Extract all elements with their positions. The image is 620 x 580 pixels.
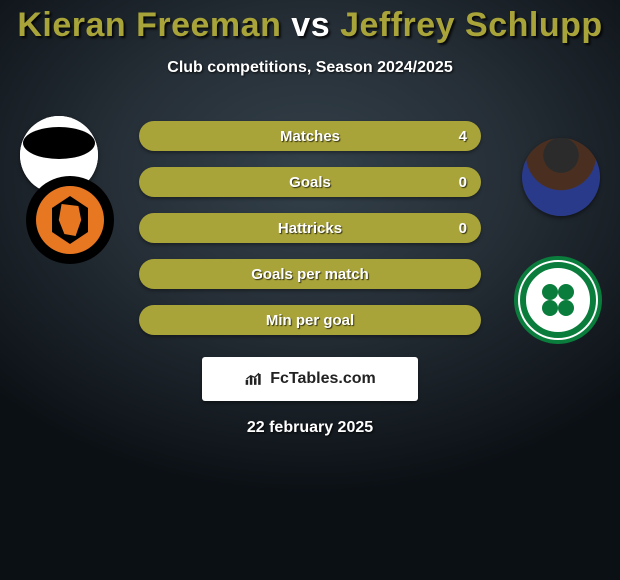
- player1-name: Kieran Freeman: [17, 6, 281, 44]
- club1-badge: [26, 176, 114, 264]
- stat-label: Hattricks: [278, 220, 342, 237]
- stat-label: Matches: [280, 128, 340, 145]
- stat-bar: Goals 0: [139, 167, 481, 197]
- logo-text: FcTables.com: [270, 370, 376, 388]
- stat-value: 4: [459, 128, 467, 145]
- player2-photo: [522, 138, 600, 216]
- club2-badge: [514, 256, 602, 344]
- stat-label: Goals per match: [251, 266, 369, 283]
- stat-value: 0: [459, 220, 467, 237]
- vs-text: vs: [291, 6, 330, 44]
- page-title: Kieran Freeman vs Jeffrey Schlupp: [0, 0, 620, 45]
- stat-bars: Matches 4 Goals 0 Hattricks 0 Goals per match M…: [139, 121, 481, 335]
- source-logo: FcTables.com: [202, 357, 418, 401]
- stat-label: Goals: [289, 174, 331, 191]
- player2-name: Jeffrey Schlupp: [340, 6, 603, 44]
- subtitle: Club competitions, Season 2024/2025: [0, 59, 620, 77]
- comparison-card: Kieran Freeman vs Jeffrey Schlupp Club c…: [0, 0, 620, 580]
- chart-icon: [244, 371, 264, 387]
- stat-bar: Matches 4: [139, 121, 481, 151]
- player2-face: [522, 138, 600, 216]
- stat-label: Min per goal: [266, 312, 354, 329]
- stat-bar: Goals per match: [139, 259, 481, 289]
- stat-value: 0: [459, 174, 467, 191]
- date-text: 22 february 2025: [0, 419, 620, 437]
- stat-bar: Min per goal: [139, 305, 481, 335]
- stat-bar: Hattricks 0: [139, 213, 481, 243]
